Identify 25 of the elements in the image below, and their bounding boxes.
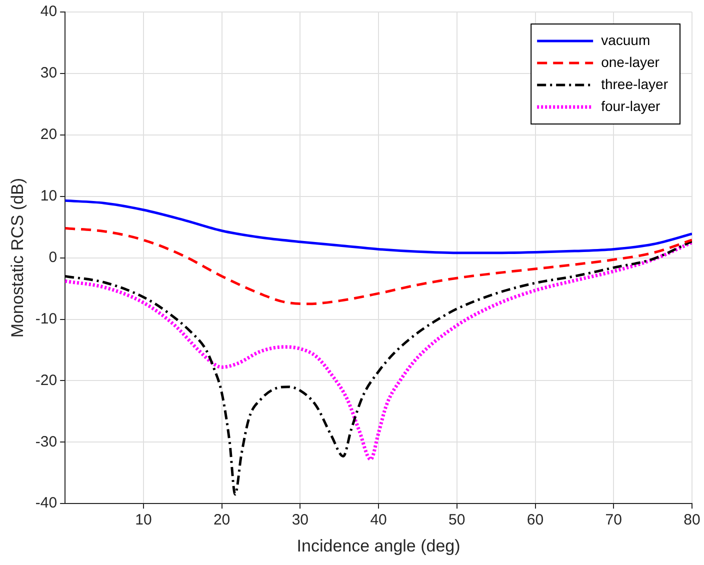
x-tick-label: 50 [448, 512, 466, 529]
y-tick-label: -10 [35, 310, 58, 328]
line-series [65, 227, 692, 306]
x-tick-label: 20 [213, 512, 230, 529]
legend-label: vacuum [601, 32, 650, 48]
x-tick-label: 60 [526, 512, 544, 529]
x-axis-title: Incidence angle (deg) [296, 536, 460, 556]
y-tick-label: -20 [35, 372, 58, 389]
x-tick-label: 70 [605, 512, 622, 529]
y-tick-label: 10 [40, 187, 58, 204]
y-tick-label: 0 [48, 248, 58, 266]
x-tick-label: 40 [370, 512, 387, 529]
legend-label: one-layer [601, 54, 660, 70]
y-axis-title: Monostatic RCS (dB) [8, 178, 27, 338]
legend-label: four-layer [601, 98, 661, 114]
x-tick-label: 10 [135, 512, 152, 529]
y-tick-label: 40 [40, 3, 58, 20]
line-series [65, 199, 692, 254]
legend-label: three-layer [601, 76, 668, 92]
y-tick-label: 20 [40, 126, 58, 144]
x-tick-label: 80 [684, 512, 700, 529]
y-tick-label: -30 [35, 433, 58, 450]
y-tick-label: -40 [35, 494, 58, 512]
x-tick-label: 30 [292, 512, 309, 529]
y-tick-label: 30 [40, 64, 58, 82]
